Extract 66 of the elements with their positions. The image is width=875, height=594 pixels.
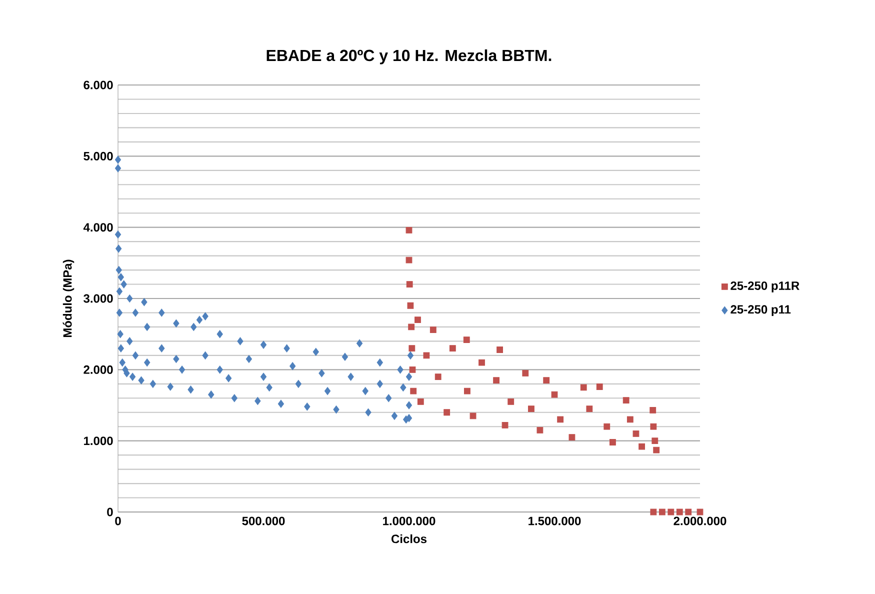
point bbox=[557, 416, 564, 423]
point bbox=[409, 366, 416, 373]
point bbox=[502, 422, 508, 428]
x-tick-label: 1.500.000 bbox=[528, 516, 581, 526]
x-tick-label: 500.000 bbox=[242, 516, 285, 526]
point bbox=[650, 423, 657, 430]
point bbox=[430, 326, 436, 334]
point bbox=[543, 377, 550, 384]
point bbox=[638, 443, 646, 450]
point bbox=[407, 302, 414, 309]
point bbox=[496, 346, 503, 353]
point bbox=[580, 384, 587, 391]
point bbox=[676, 508, 683, 516]
point bbox=[685, 508, 692, 516]
point bbox=[528, 406, 534, 412]
point bbox=[653, 446, 660, 454]
point bbox=[668, 508, 674, 516]
point bbox=[406, 256, 412, 264]
point bbox=[696, 508, 704, 516]
y-axis-title: Módulo (MPa) bbox=[62, 260, 74, 338]
point bbox=[622, 397, 630, 404]
x-tick-label: 0 bbox=[115, 516, 121, 526]
point bbox=[463, 336, 470, 343]
y-tick-label: 3.000 bbox=[84, 294, 113, 303]
point bbox=[478, 359, 485, 366]
point bbox=[536, 426, 544, 434]
point bbox=[444, 409, 450, 416]
y-tick-label: 4.000 bbox=[83, 223, 113, 232]
chart-title: EBADE a 20ºC y 10 Hz. Mezcla BBTM. bbox=[266, 49, 552, 64]
x-tick-label: 1.000.000 bbox=[383, 516, 436, 526]
point bbox=[417, 398, 424, 405]
point bbox=[410, 388, 417, 394]
point bbox=[408, 324, 415, 330]
y-tick-label: 5.000 bbox=[84, 152, 113, 160]
point bbox=[449, 345, 456, 352]
y-tick-label: 0 bbox=[107, 508, 113, 516]
y-tick-label: 1.000 bbox=[84, 436, 113, 446]
point bbox=[408, 345, 416, 352]
point bbox=[522, 370, 529, 376]
point bbox=[610, 439, 616, 446]
point bbox=[596, 384, 603, 390]
x-tick-label: 2.000.000 bbox=[674, 516, 726, 526]
point bbox=[464, 388, 470, 394]
point bbox=[434, 374, 442, 380]
x-axis-title: Ciclos bbox=[392, 534, 427, 544]
point bbox=[508, 398, 514, 405]
point bbox=[604, 423, 610, 430]
point bbox=[652, 438, 658, 444]
point bbox=[632, 430, 640, 437]
y-tick-label: 6.000 bbox=[84, 80, 113, 90]
point bbox=[423, 352, 430, 359]
y-tick-label: 2.000 bbox=[84, 365, 113, 374]
point bbox=[406, 226, 412, 234]
point bbox=[658, 508, 666, 516]
point bbox=[626, 416, 634, 423]
point bbox=[406, 281, 413, 288]
point bbox=[470, 412, 476, 420]
point bbox=[414, 316, 421, 324]
legend-label: 25-250 p11 bbox=[730, 305, 791, 316]
point bbox=[493, 377, 500, 384]
legend-label: 25-250 p11R bbox=[730, 281, 800, 292]
point bbox=[650, 508, 657, 516]
point bbox=[551, 391, 558, 398]
point bbox=[568, 434, 576, 440]
point bbox=[650, 407, 656, 414]
point bbox=[586, 406, 593, 412]
